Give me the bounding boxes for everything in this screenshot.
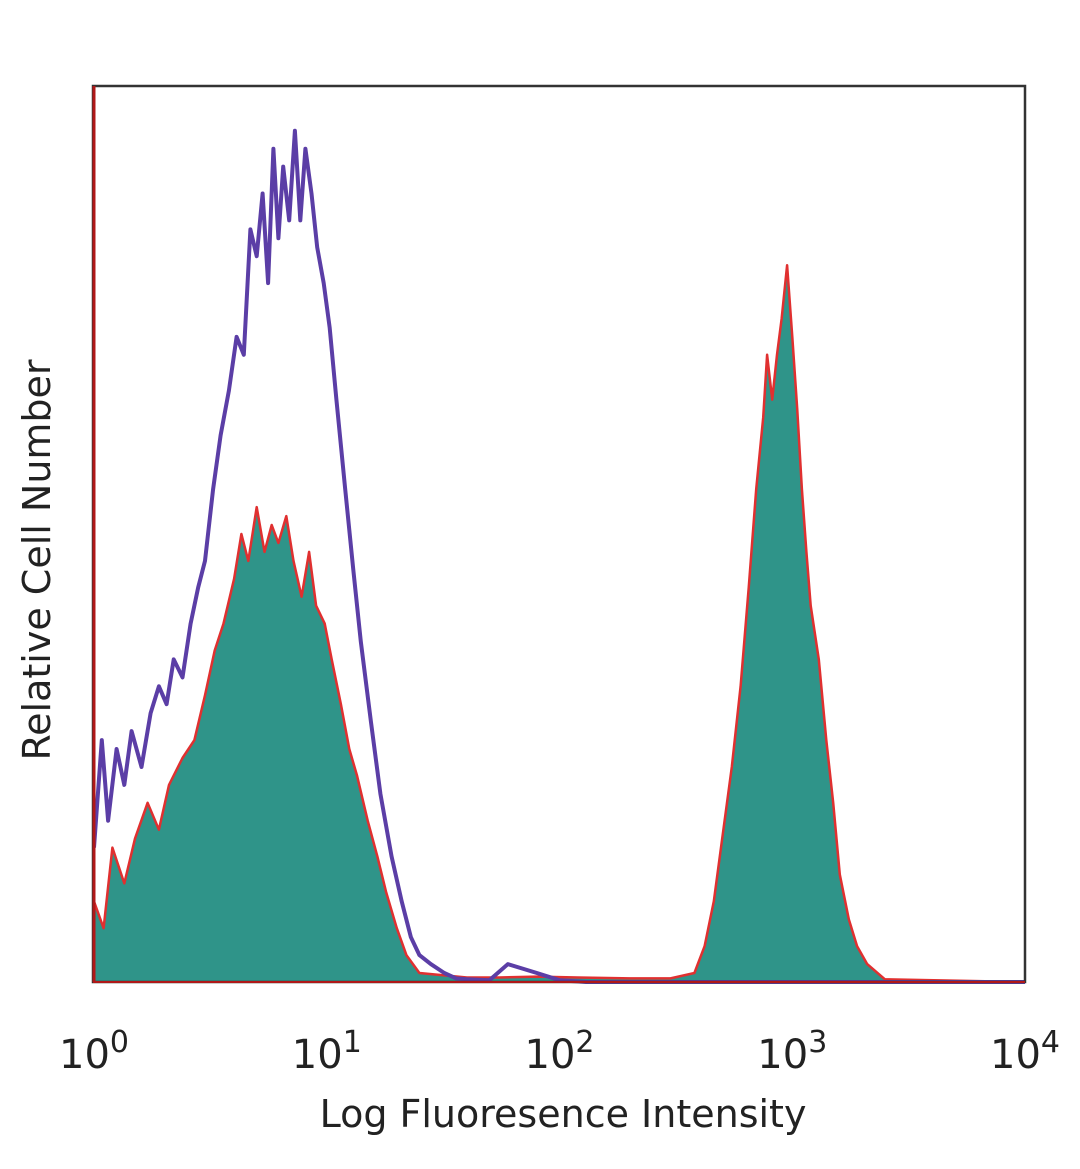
plot-area xyxy=(92,128,1026,984)
control-histogram-line xyxy=(92,128,1025,984)
x-tick-label: 103 xyxy=(757,1025,827,1078)
x-tick-label: 100 xyxy=(59,1025,129,1078)
stained-histogram-outline xyxy=(92,263,1026,984)
stained-histogram-fill xyxy=(94,265,1025,982)
x-tick-labels: 100 101 102 103 104 xyxy=(59,1025,1060,1078)
x-axis-title: Log Fluoresence Intensity xyxy=(320,1092,807,1136)
y-axis-title: Relative Cell Number xyxy=(15,359,59,760)
x-tick-label: 104 xyxy=(990,1025,1060,1078)
x-tick-label: 102 xyxy=(525,1025,595,1078)
x-tick-label: 101 xyxy=(292,1025,362,1078)
